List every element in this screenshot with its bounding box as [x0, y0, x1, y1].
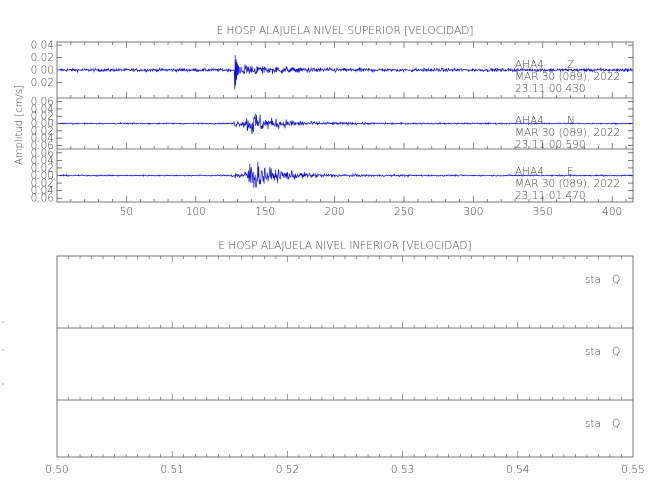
trace-component: Q [612, 418, 620, 430]
x-tick-label: 100 [186, 206, 206, 218]
upper-chart: E HOSP ALAJUELA NIVEL SUPERIOR [VELOCIDA… [14, 25, 634, 218]
left-edge-marks [2, 321, 4, 385]
trace-date: MAR 30 (089), 2022 [515, 71, 620, 83]
y-tick-label: 0.06 [31, 140, 54, 152]
x-tick-label: 300 [463, 206, 483, 218]
empty-trace-panel-2: sta Q [57, 327, 633, 358]
x-tick-label: 0.51 [161, 464, 184, 476]
y-tick-label: 0.02 [31, 52, 54, 64]
trace-station: sta [585, 274, 601, 286]
y-tick-label: 0.06 [31, 147, 54, 159]
y-tick-label: 0.02 [31, 178, 54, 190]
upper-chart-frame [56, 41, 634, 203]
x-tick-label: 200 [325, 206, 345, 218]
trace-component: Z [567, 59, 574, 71]
trace-date: MAR 30 (089), 2022 [515, 127, 620, 139]
lower-chart-frame [56, 255, 634, 458]
y-tick-label: 0.02 [31, 162, 54, 174]
x-tick-label: 350 [533, 206, 553, 218]
trace-station: sta [585, 418, 601, 430]
y-tick-label: 0.00 [31, 170, 54, 182]
trace-date: MAR 30 (089), 2022 [515, 178, 620, 190]
y-tick-label: 0.04 [31, 40, 54, 52]
y-tick-label: 0.06 [31, 193, 54, 205]
y-tick-label: 0.04 [31, 133, 54, 145]
x-tick-label: 50 [120, 206, 133, 218]
x-tick-label: 0.53 [391, 464, 414, 476]
x-tick-label: 0.55 [621, 464, 644, 476]
y-tick-label: 0.02 [31, 111, 54, 123]
x-tick-label: 250 [394, 206, 414, 218]
trace-station: AHA4 [515, 59, 544, 71]
y-tick-label: 0.02 [31, 77, 54, 89]
x-tick-label: 150 [255, 206, 275, 218]
trace-station: AHA4 [515, 166, 544, 178]
x-tick-label: 0.50 [45, 464, 68, 476]
x-tick-label: 0.54 [506, 464, 529, 476]
trace-component: N [567, 115, 575, 127]
y-tick-label: 0.04 [31, 185, 54, 197]
waveform-z [59, 55, 633, 90]
trace-component: Q [612, 346, 620, 358]
empty-trace-panel-3: sta Q [57, 399, 633, 430]
y-tick-label: 0.04 [31, 155, 54, 167]
y-tick-label: 0.00 [31, 118, 54, 130]
y-tick-label: 0.00 [31, 65, 54, 77]
trace-component: E [567, 166, 574, 178]
lower-chart-title: E HOSP ALAJUELA NIVEL INFERIOR [VELOCIDA… [218, 240, 471, 252]
x-tick-label: 400 [602, 206, 622, 218]
lower-chart-x-axis: 0.50 0.51 0.52 0.53 0.54 0.55 [45, 256, 645, 476]
y-tick-label: 0.02 [31, 125, 54, 137]
trace-time: 23:11:00.590 [515, 139, 586, 151]
trace-station: AHA4 [515, 115, 544, 127]
upper-chart-x-axis: 50 100 150 200 250 300 350 400 [70, 42, 627, 218]
upper-chart-y-axis-label: Amplitud [cm/s] [14, 85, 25, 165]
y-tick-label: 0.06 [31, 96, 54, 108]
x-tick-label: 0.52 [276, 464, 299, 476]
waveform-n [59, 113, 633, 135]
trace-component: Q [612, 274, 620, 286]
empty-trace-panel-1: sta Q [585, 274, 620, 286]
lower-chart: E HOSP ALAJUELA NIVEL INFERIOR [VELOCIDA… [2, 240, 645, 476]
trace-time: 23:11:01.470 [515, 190, 586, 202]
y-tick-label: 0.04 [31, 103, 54, 115]
trace-station: sta [585, 346, 601, 358]
upper-chart-title: E HOSP ALAJUELA NIVEL SUPERIOR [VELOCIDA… [217, 25, 474, 37]
waveform-e [59, 161, 633, 188]
trace-time: 23:11:00.430 [515, 83, 586, 95]
